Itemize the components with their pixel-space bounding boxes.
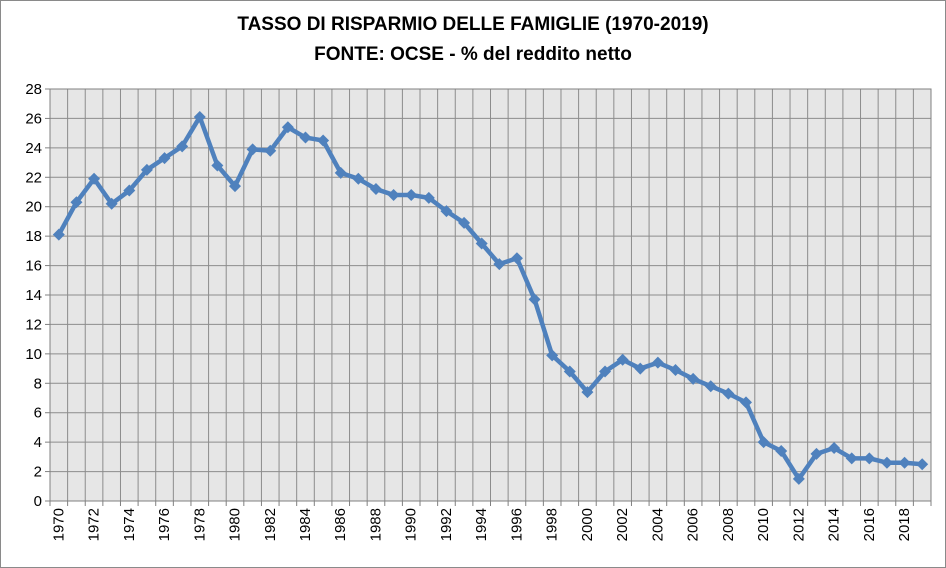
data-point bbox=[475, 237, 488, 250]
x-tick-label: 1986 bbox=[332, 508, 349, 541]
y-tick-label: 2 bbox=[34, 464, 42, 481]
x-tick-label: 1996 bbox=[508, 508, 525, 541]
data-point bbox=[510, 252, 523, 265]
data-point bbox=[810, 447, 823, 460]
data-point bbox=[158, 152, 171, 165]
x-tick-label: 1988 bbox=[367, 508, 384, 541]
data-point bbox=[405, 188, 418, 201]
data-point bbox=[616, 353, 629, 366]
x-tick-label: 1990 bbox=[403, 508, 420, 541]
x-tick-label: 1970 bbox=[50, 508, 67, 541]
data-point bbox=[422, 191, 435, 204]
x-tick-label: 1998 bbox=[544, 508, 561, 541]
chart-title: TASSO DI RISPARMIO DELLE FAMIGLIE (1970-… bbox=[237, 14, 709, 35]
y-tick-label: 4 bbox=[34, 434, 42, 451]
data-point bbox=[229, 180, 242, 193]
data-point bbox=[387, 188, 400, 201]
data-point bbox=[123, 184, 136, 197]
x-tick-label: 1984 bbox=[297, 508, 314, 541]
data-point bbox=[880, 456, 893, 469]
data-point bbox=[599, 365, 612, 378]
data-point bbox=[70, 196, 83, 209]
y-tick-label: 10 bbox=[25, 346, 42, 363]
data-point bbox=[211, 159, 224, 172]
y-tick-label: 24 bbox=[25, 140, 42, 157]
data-point bbox=[757, 436, 770, 449]
y-tick-label: 22 bbox=[25, 169, 42, 186]
data-point bbox=[863, 452, 876, 465]
data-point bbox=[563, 365, 576, 378]
data-point bbox=[651, 356, 664, 369]
data-point bbox=[634, 362, 647, 375]
data-point bbox=[281, 121, 294, 134]
data-point bbox=[792, 472, 805, 485]
y-tick-label: 28 bbox=[25, 81, 42, 98]
data-point bbox=[193, 110, 206, 123]
y-tick-label: 6 bbox=[34, 405, 42, 422]
x-tick-label: 1974 bbox=[121, 508, 138, 541]
data-point bbox=[299, 131, 312, 144]
data-point bbox=[669, 364, 682, 377]
x-tick-label: 2012 bbox=[790, 508, 807, 541]
data-point bbox=[88, 172, 101, 185]
y-tick-label: 12 bbox=[25, 316, 42, 333]
data-point bbox=[176, 140, 189, 153]
data-point bbox=[722, 387, 735, 400]
data-point bbox=[352, 172, 365, 185]
data-point bbox=[828, 442, 841, 455]
data-point bbox=[246, 143, 259, 156]
x-tick-label: 2016 bbox=[861, 508, 878, 541]
x-tick-label: 2018 bbox=[896, 508, 913, 541]
data-point bbox=[317, 134, 330, 147]
y-tick-label: 26 bbox=[25, 110, 42, 127]
x-tick-label: 2010 bbox=[755, 508, 772, 541]
x-tick-label: 2006 bbox=[685, 508, 702, 541]
data-point bbox=[704, 380, 717, 393]
data-point bbox=[687, 372, 700, 385]
y-tick-label: 0 bbox=[34, 493, 42, 510]
data-point bbox=[440, 205, 453, 218]
data-point bbox=[334, 166, 347, 179]
data-point bbox=[739, 396, 752, 409]
y-tick-label: 8 bbox=[34, 375, 42, 392]
x-tick-label: 2004 bbox=[649, 508, 666, 541]
data-point bbox=[775, 444, 788, 457]
y-tick-label: 14 bbox=[25, 287, 42, 304]
x-tick-label: 1982 bbox=[262, 508, 279, 541]
data-point bbox=[916, 458, 929, 471]
data-point bbox=[105, 197, 118, 210]
x-tick-label: 2008 bbox=[720, 508, 737, 541]
x-tick-label: 1978 bbox=[191, 508, 208, 541]
data-point bbox=[845, 452, 858, 465]
data-point bbox=[528, 293, 541, 306]
data-point bbox=[140, 163, 153, 176]
y-tick-label: 16 bbox=[25, 258, 42, 275]
data-point bbox=[264, 144, 277, 157]
y-tick-label: 20 bbox=[25, 199, 42, 216]
chart-subtitle: FONTE: OCSE - % del reddito netto bbox=[314, 44, 632, 65]
x-tick-label: 1992 bbox=[438, 508, 455, 541]
data-point bbox=[458, 216, 471, 229]
x-tick-label: 1972 bbox=[86, 508, 103, 541]
x-tick-label: 2000 bbox=[579, 508, 596, 541]
x-tick-label: 1994 bbox=[473, 508, 490, 541]
data-point bbox=[52, 228, 65, 241]
data-point bbox=[369, 183, 382, 196]
data-point bbox=[898, 456, 911, 469]
x-tick-label: 2002 bbox=[614, 508, 631, 541]
x-tick-label: 1980 bbox=[227, 508, 244, 541]
x-tick-label: 1976 bbox=[156, 508, 173, 541]
data-point bbox=[493, 258, 506, 271]
data-point bbox=[581, 386, 594, 399]
y-tick-label: 18 bbox=[25, 228, 42, 245]
x-tick-label: 2014 bbox=[826, 508, 843, 541]
data-point bbox=[546, 349, 559, 362]
